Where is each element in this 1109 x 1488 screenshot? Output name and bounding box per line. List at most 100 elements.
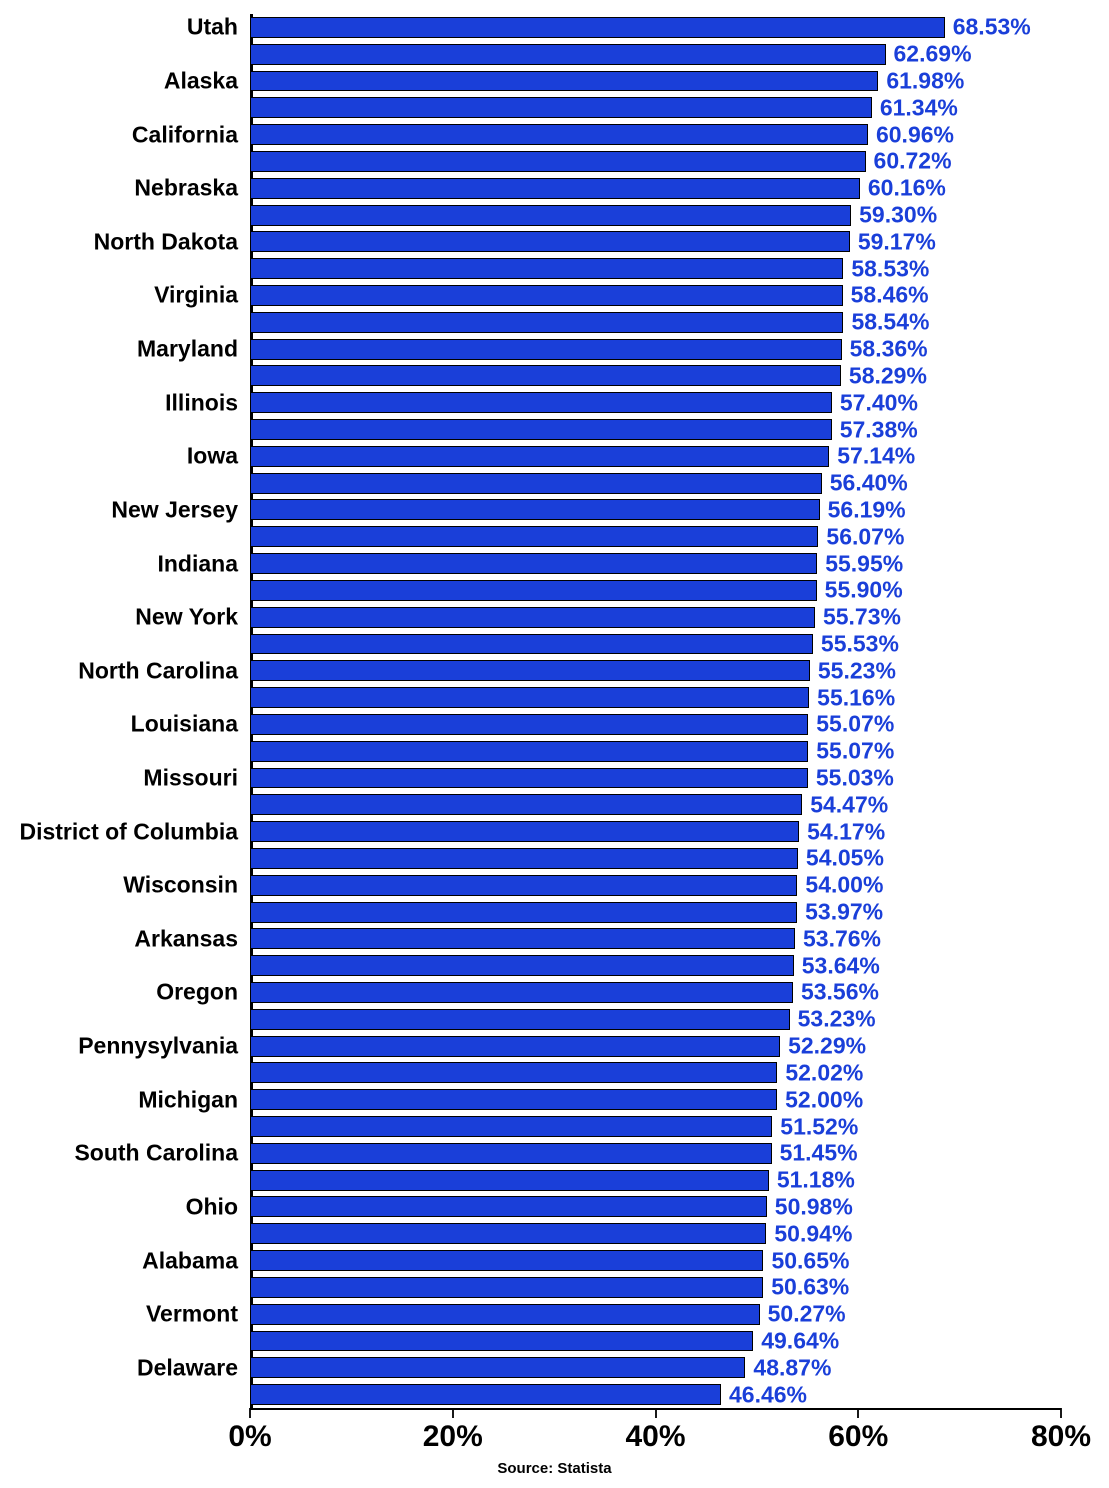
- bar-row: 53.56%: [250, 982, 1061, 1003]
- bar-value-label: 48.87%: [753, 1354, 831, 1381]
- bar-row: 59.30%: [250, 205, 1061, 226]
- bar-value-label: 60.96%: [876, 121, 954, 148]
- bar-value-label: 50.98%: [775, 1193, 853, 1220]
- bar-value-label: 50.27%: [768, 1301, 846, 1328]
- bar-row: 56.40%: [250, 473, 1061, 494]
- bar-row: 55.16%: [250, 687, 1061, 708]
- bar-value-label: 55.53%: [821, 630, 899, 657]
- y-category-label: North Dakota: [4, 228, 238, 255]
- bar: [250, 982, 793, 1003]
- bar-row: 55.90%: [250, 580, 1061, 601]
- bar: [250, 580, 817, 601]
- bar: [250, 821, 799, 842]
- y-category-label: New York: [4, 604, 238, 631]
- bar-row: 56.19%: [250, 499, 1061, 520]
- bar: [250, 660, 810, 681]
- bar-row: 59.17%: [250, 231, 1061, 252]
- y-category-label: Michigan: [4, 1086, 238, 1113]
- bar: [250, 1250, 763, 1271]
- bar-value-label: 50.63%: [771, 1274, 849, 1301]
- y-category-label: Wisconsin: [4, 872, 238, 899]
- bar-row: 54.00%: [250, 875, 1061, 896]
- bar-row: 55.95%: [250, 553, 1061, 574]
- bar-row: 52.29%: [250, 1036, 1061, 1057]
- y-category-label: California: [4, 121, 238, 148]
- x-axis-labels: 0%20%40%60%80%: [250, 1420, 1061, 1460]
- bar-row: 46.46%: [250, 1384, 1061, 1405]
- x-tick-label: 60%: [828, 1420, 888, 1454]
- bar-row: 53.64%: [250, 955, 1061, 976]
- bar: [250, 848, 798, 869]
- bar-row: 51.18%: [250, 1170, 1061, 1191]
- x-axis-line: [250, 1408, 1061, 1410]
- bar-value-label: 68.53%: [953, 14, 1031, 41]
- bar-value-label: 58.46%: [851, 282, 929, 309]
- bar: [250, 634, 813, 655]
- bar-row: 58.54%: [250, 312, 1061, 333]
- bar-row: 53.97%: [250, 902, 1061, 923]
- bar-row: 53.23%: [250, 1009, 1061, 1030]
- bar-row: 61.98%: [250, 71, 1061, 92]
- bar: [250, 1196, 767, 1217]
- bar-value-label: 53.56%: [801, 979, 879, 1006]
- bar-row: 55.23%: [250, 660, 1061, 681]
- bar-row: 60.96%: [250, 124, 1061, 145]
- bar: [250, 1357, 745, 1378]
- bar-row: 55.53%: [250, 634, 1061, 655]
- bar-row: 51.45%: [250, 1143, 1061, 1164]
- bar-value-label: 52.00%: [785, 1086, 863, 1113]
- bar: [250, 955, 794, 976]
- bar: [250, 1384, 721, 1405]
- bar: [250, 178, 860, 199]
- bar-row: 52.00%: [250, 1089, 1061, 1110]
- y-category-label: Maryland: [4, 336, 238, 363]
- bar-value-label: 54.47%: [810, 791, 888, 818]
- bar: [250, 365, 841, 386]
- bar: [250, 258, 843, 279]
- bar: [250, 285, 843, 306]
- bar-row: 49.64%: [250, 1331, 1061, 1352]
- bar: [250, 97, 872, 118]
- bar: [250, 902, 797, 923]
- y-category-label: Missouri: [4, 765, 238, 792]
- bar-row: 61.34%: [250, 97, 1061, 118]
- bar-value-label: 57.40%: [840, 389, 918, 416]
- y-category-label: Arkansas: [4, 925, 238, 952]
- bar-value-label: 49.64%: [761, 1327, 839, 1354]
- source-caption: Source: Statista: [0, 1460, 1109, 1477]
- bar-row: 50.65%: [250, 1250, 1061, 1271]
- bar: [250, 794, 802, 815]
- bar-row: 54.47%: [250, 794, 1061, 815]
- plot-area: 68.53%62.69%61.98%61.34%60.96%60.72%60.1…: [250, 14, 1061, 1408]
- bar-row: 60.72%: [250, 151, 1061, 172]
- bar-row: 50.94%: [250, 1223, 1061, 1244]
- bar-value-label: 59.30%: [859, 202, 937, 229]
- bar-value-label: 50.65%: [771, 1247, 849, 1274]
- bar-row: 50.63%: [250, 1277, 1061, 1298]
- bar-row: 68.53%: [250, 17, 1061, 38]
- bar-value-label: 51.45%: [780, 1140, 858, 1167]
- bar-row: 55.07%: [250, 714, 1061, 735]
- bar-row: 58.53%: [250, 258, 1061, 279]
- bar-row: 57.40%: [250, 392, 1061, 413]
- x-tick-label: 80%: [1031, 1420, 1091, 1454]
- y-category-label: New Jersey: [4, 496, 238, 523]
- bar: [250, 1170, 769, 1191]
- bar-row: 56.07%: [250, 526, 1061, 547]
- bar: [250, 499, 820, 520]
- bar: [250, 1089, 777, 1110]
- bar-row: 50.98%: [250, 1196, 1061, 1217]
- bar-value-label: 53.23%: [798, 1006, 876, 1033]
- bar-value-label: 56.07%: [826, 523, 904, 550]
- bar-row: 53.76%: [250, 928, 1061, 949]
- bar: [250, 875, 797, 896]
- bar-row: 51.52%: [250, 1116, 1061, 1137]
- bar-row: 50.27%: [250, 1304, 1061, 1325]
- bar-value-label: 53.64%: [802, 952, 880, 979]
- y-category-label: Illinois: [4, 389, 238, 416]
- x-tick-label: 20%: [423, 1420, 483, 1454]
- bar: [250, 339, 842, 360]
- y-category-label: North Carolina: [4, 657, 238, 684]
- y-category-label: Oregon: [4, 979, 238, 1006]
- y-category-label: District of Columbia: [4, 818, 238, 845]
